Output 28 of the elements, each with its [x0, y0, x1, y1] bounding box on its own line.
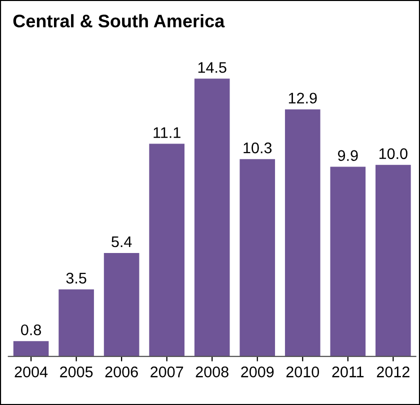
data-label: 14.5: [198, 62, 226, 73]
bar: [284, 109, 320, 356]
bar: [240, 159, 276, 356]
x-tick-label: 2006: [105, 366, 138, 378]
x-tick-label: 2010: [286, 366, 320, 378]
x-tick-label: 2012: [376, 366, 410, 378]
chart-title: Central & South America: [13, 14, 225, 28]
bar: [194, 78, 230, 356]
bar: [13, 341, 49, 356]
bar: [376, 164, 411, 356]
x-tick-label: 2004: [14, 366, 48, 378]
data-label: 10.3: [244, 142, 272, 154]
bar: [330, 166, 366, 356]
bar: [104, 252, 140, 356]
data-label: 10.0: [379, 148, 408, 160]
data-label: 9.9: [338, 150, 358, 161]
x-tick-label: 2008: [196, 366, 228, 378]
x-tick-label: 2009: [241, 366, 274, 378]
data-label: 5.4: [112, 236, 132, 248]
x-tick-label: 2007: [150, 366, 184, 378]
x-tick-label: 2011: [332, 366, 364, 378]
data-label: 11.1: [154, 127, 180, 138]
data-label: 3.5: [66, 272, 86, 284]
bar: [58, 289, 94, 356]
data-label: 12.9: [288, 92, 317, 104]
x-tick-label: 2005: [60, 366, 93, 378]
bar: [149, 144, 184, 356]
data-label: 0.8: [21, 324, 41, 336]
